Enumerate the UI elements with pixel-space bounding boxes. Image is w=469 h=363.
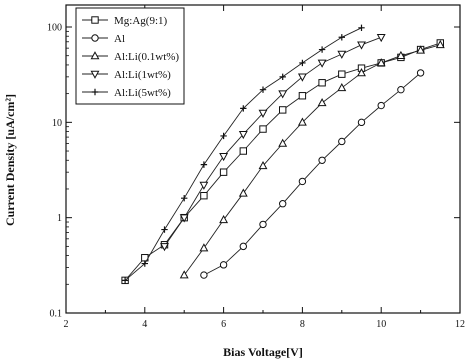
data-point: [416, 45, 426, 54]
data-point: [141, 260, 148, 267]
legend-entry: Al:Li(0.1wt%): [82, 51, 179, 63]
data-point: [258, 160, 268, 170]
data-point: [357, 68, 366, 77]
data-point: [161, 226, 168, 233]
legend-label: Al:Li(0.1wt%): [114, 51, 179, 63]
y-tick-label: 10: [52, 118, 62, 129]
data-point: [435, 39, 445, 49]
data-point: [181, 195, 188, 202]
data-point: [219, 261, 228, 269]
data-point: [279, 200, 287, 208]
data-point: [279, 106, 287, 114]
data-point: [318, 46, 326, 53]
series-line: [203, 72, 421, 276]
data-point: [298, 92, 307, 100]
series-4: [121, 24, 365, 284]
series-1: [200, 69, 425, 279]
data-point: [219, 214, 229, 224]
data-point: [258, 109, 268, 118]
series-line: [164, 36, 382, 247]
data-point: [358, 24, 365, 32]
x-axis-label: Bias Voltage[V]: [223, 345, 303, 359]
data-point: [396, 50, 406, 59]
legend-entry: Al: [82, 33, 125, 45]
legend-entry: Mg:Ag(9:1): [82, 15, 168, 27]
data-point: [357, 41, 366, 50]
data-point: [200, 271, 208, 279]
data-point: [240, 105, 247, 112]
data-point: [238, 130, 248, 140]
legend-marker: [90, 70, 100, 79]
y-axis: 0.1 1 10 100: [47, 23, 460, 320]
data-point: [318, 79, 326, 87]
data-point: [238, 188, 248, 197]
data-point: [259, 86, 267, 93]
y-tick-label: 0.1: [50, 309, 63, 320]
data-point: [160, 243, 169, 252]
legend-entry: Al:Li(1wt%): [82, 69, 171, 81]
data-point: [376, 58, 386, 67]
data-point: [376, 33, 386, 43]
data-point: [357, 118, 366, 127]
data-point: [199, 181, 209, 190]
data-point: [121, 277, 129, 284]
data-point: [338, 34, 345, 41]
data-point: [219, 168, 228, 176]
data-point: [297, 117, 307, 126]
legend-marker: [91, 34, 99, 42]
legend-label: Al: [114, 33, 125, 45]
data-point: [337, 83, 347, 92]
y-axis-label: Current Density [uA/cm²]: [3, 94, 17, 226]
data-point: [338, 137, 346, 146]
legend-label: Mg:Ag(9:1): [114, 15, 168, 27]
x-tick-label: 10: [376, 319, 386, 330]
series-3: [160, 33, 386, 252]
data-point: [179, 270, 189, 279]
data-point: [337, 50, 347, 59]
legend-label: Al:Li(5wt%): [114, 87, 171, 99]
data-point: [317, 59, 327, 68]
data-point: [220, 132, 227, 140]
data-point: [239, 147, 248, 155]
data-point: [179, 214, 189, 223]
data-point: [298, 177, 307, 186]
legend-marker: [91, 88, 99, 96]
data-point: [200, 161, 208, 168]
x-tick-label: 12: [455, 319, 465, 330]
series-layer: [121, 24, 445, 285]
data-point: [397, 85, 405, 94]
x-tick-label: 2: [64, 319, 69, 330]
data-point: [239, 242, 248, 251]
data-point: [416, 69, 425, 77]
series-2: [179, 39, 445, 279]
data-point: [318, 156, 326, 164]
data-point: [297, 73, 307, 82]
x-tick-label: 4: [142, 319, 147, 330]
data-point: [219, 153, 229, 162]
data-point: [278, 138, 288, 147]
data-point: [377, 101, 385, 110]
data-point: [278, 90, 288, 99]
legend-entry: Al:Li(5wt%): [82, 87, 171, 99]
data-point: [317, 98, 327, 107]
data-point: [259, 220, 267, 229]
data-point: [199, 243, 209, 252]
y-tick-label: 1: [57, 213, 62, 224]
x-tick-label: 8: [300, 319, 305, 330]
data-point: [299, 59, 306, 67]
series-line: [183, 44, 441, 276]
data-point: [259, 125, 267, 133]
x-tick-label: 6: [221, 319, 226, 330]
y-tick-label: 100: [47, 23, 62, 34]
legend-label: Al:Li(1wt%): [114, 69, 171, 81]
legend: Mg:Ag(9:1) Al Al:Li(0.1wt%) Al:Li(1wt%) Al:L…: [75, 7, 185, 105]
data-point: [338, 70, 346, 78]
legend-marker: [90, 51, 100, 60]
data-point: [200, 191, 208, 200]
legend-marker: [91, 16, 99, 24]
data-point: [279, 73, 286, 81]
